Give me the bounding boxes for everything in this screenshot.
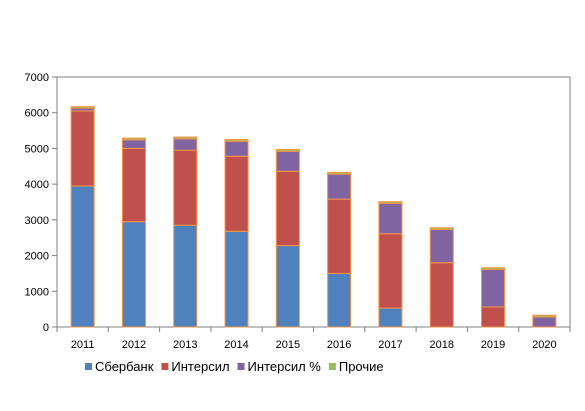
bar-segment-4-2017	[378, 201, 403, 204]
y-tick-label: 5000	[25, 143, 49, 155]
y-tick-label: 6000	[25, 108, 49, 120]
bar-segment-2-2012	[121, 147, 146, 223]
x-tick-label: 2012	[122, 339, 146, 351]
legend-label: Прочие	[339, 359, 384, 374]
bar-segment-2-2016	[327, 198, 352, 274]
bar-segment-2-2013	[173, 149, 198, 226]
bars-group	[70, 106, 557, 328]
bar-segment-1-2012	[121, 221, 146, 328]
bar-segment-2-2014	[224, 155, 249, 232]
bar-segment-4-2011	[70, 106, 95, 109]
bar-segment-4-2018	[429, 227, 454, 230]
x-tick-label: 2014	[224, 339, 248, 351]
bar-segment-1-2017	[378, 307, 403, 328]
bar-segment-4-2014	[224, 139, 249, 142]
legend-swatch	[161, 363, 169, 370]
bar-segment-3-2020	[532, 316, 557, 328]
x-tick-label: 2013	[173, 339, 197, 351]
x-axis: 2011 2012 2013 2014 2015 2016 2017 2018 2019 2020	[56, 327, 571, 351]
bar-segment-3-2016	[327, 173, 352, 200]
y-tick-label: 7000	[25, 72, 49, 84]
y-tick-label: 0	[43, 322, 49, 334]
legend-swatch	[237, 363, 245, 370]
bar-segment-3-2019	[481, 269, 506, 308]
bar-segment-3-2013	[173, 138, 198, 151]
y-tick-label: 3000	[25, 215, 49, 227]
y-tick-label: 1000	[25, 286, 49, 298]
x-tick-label: 2018	[430, 339, 454, 351]
bar-segment-3-2015	[275, 150, 300, 172]
bar-segment-4-2016	[327, 171, 352, 175]
bar-segment-1-2014	[224, 230, 249, 328]
x-tick-label: 2015	[276, 339, 300, 351]
legend-label: Интерсил	[171, 359, 229, 374]
bar-segment-4-2015	[275, 149, 300, 152]
bar-segment-3-2014	[224, 140, 249, 157]
bar-segment-1-2011	[70, 185, 95, 328]
bar-segment-2-2018	[429, 262, 454, 328]
bar-segment-1-2013	[173, 224, 198, 328]
bar-segment-4-2019	[481, 267, 506, 271]
bar-segment-2-2017	[378, 233, 403, 309]
bar-segment-3-2012	[121, 139, 146, 149]
bar-segment-1-2016	[327, 272, 352, 328]
y-tick-label: 2000	[25, 251, 49, 263]
bar-segment-1-2015	[275, 245, 300, 328]
x-tick-label: 2019	[481, 339, 505, 351]
bar-segment-4-2020	[532, 314, 557, 318]
y-axis: 0 1000 2000 3000 4000 5000 6000 7000	[25, 72, 57, 334]
legend: Сбербанк Интерсил Интерсил % Прочие	[85, 359, 384, 374]
x-tick-label: 2016	[327, 339, 351, 351]
bar-segment-2-2019	[481, 306, 506, 328]
legend-swatch	[85, 363, 92, 370]
y-tick-label: 4000	[25, 179, 49, 191]
legend-label: Сбербанк	[95, 359, 154, 374]
bar-segment-4-2012	[121, 137, 146, 141]
legend-label: Интерсил %	[248, 359, 322, 374]
legend-swatch	[328, 363, 336, 370]
x-tick-label: 2017	[378, 339, 402, 351]
bar-segment-3-2018	[429, 229, 454, 264]
bar-segment-3-2017	[378, 202, 403, 235]
bar-segment-2-2015	[275, 170, 300, 247]
x-tick-label: 2011	[71, 339, 95, 351]
bar-segment-4-2013	[173, 136, 198, 140]
x-tick-label: 2020	[532, 339, 556, 351]
bar-segment-2-2011	[70, 110, 95, 187]
